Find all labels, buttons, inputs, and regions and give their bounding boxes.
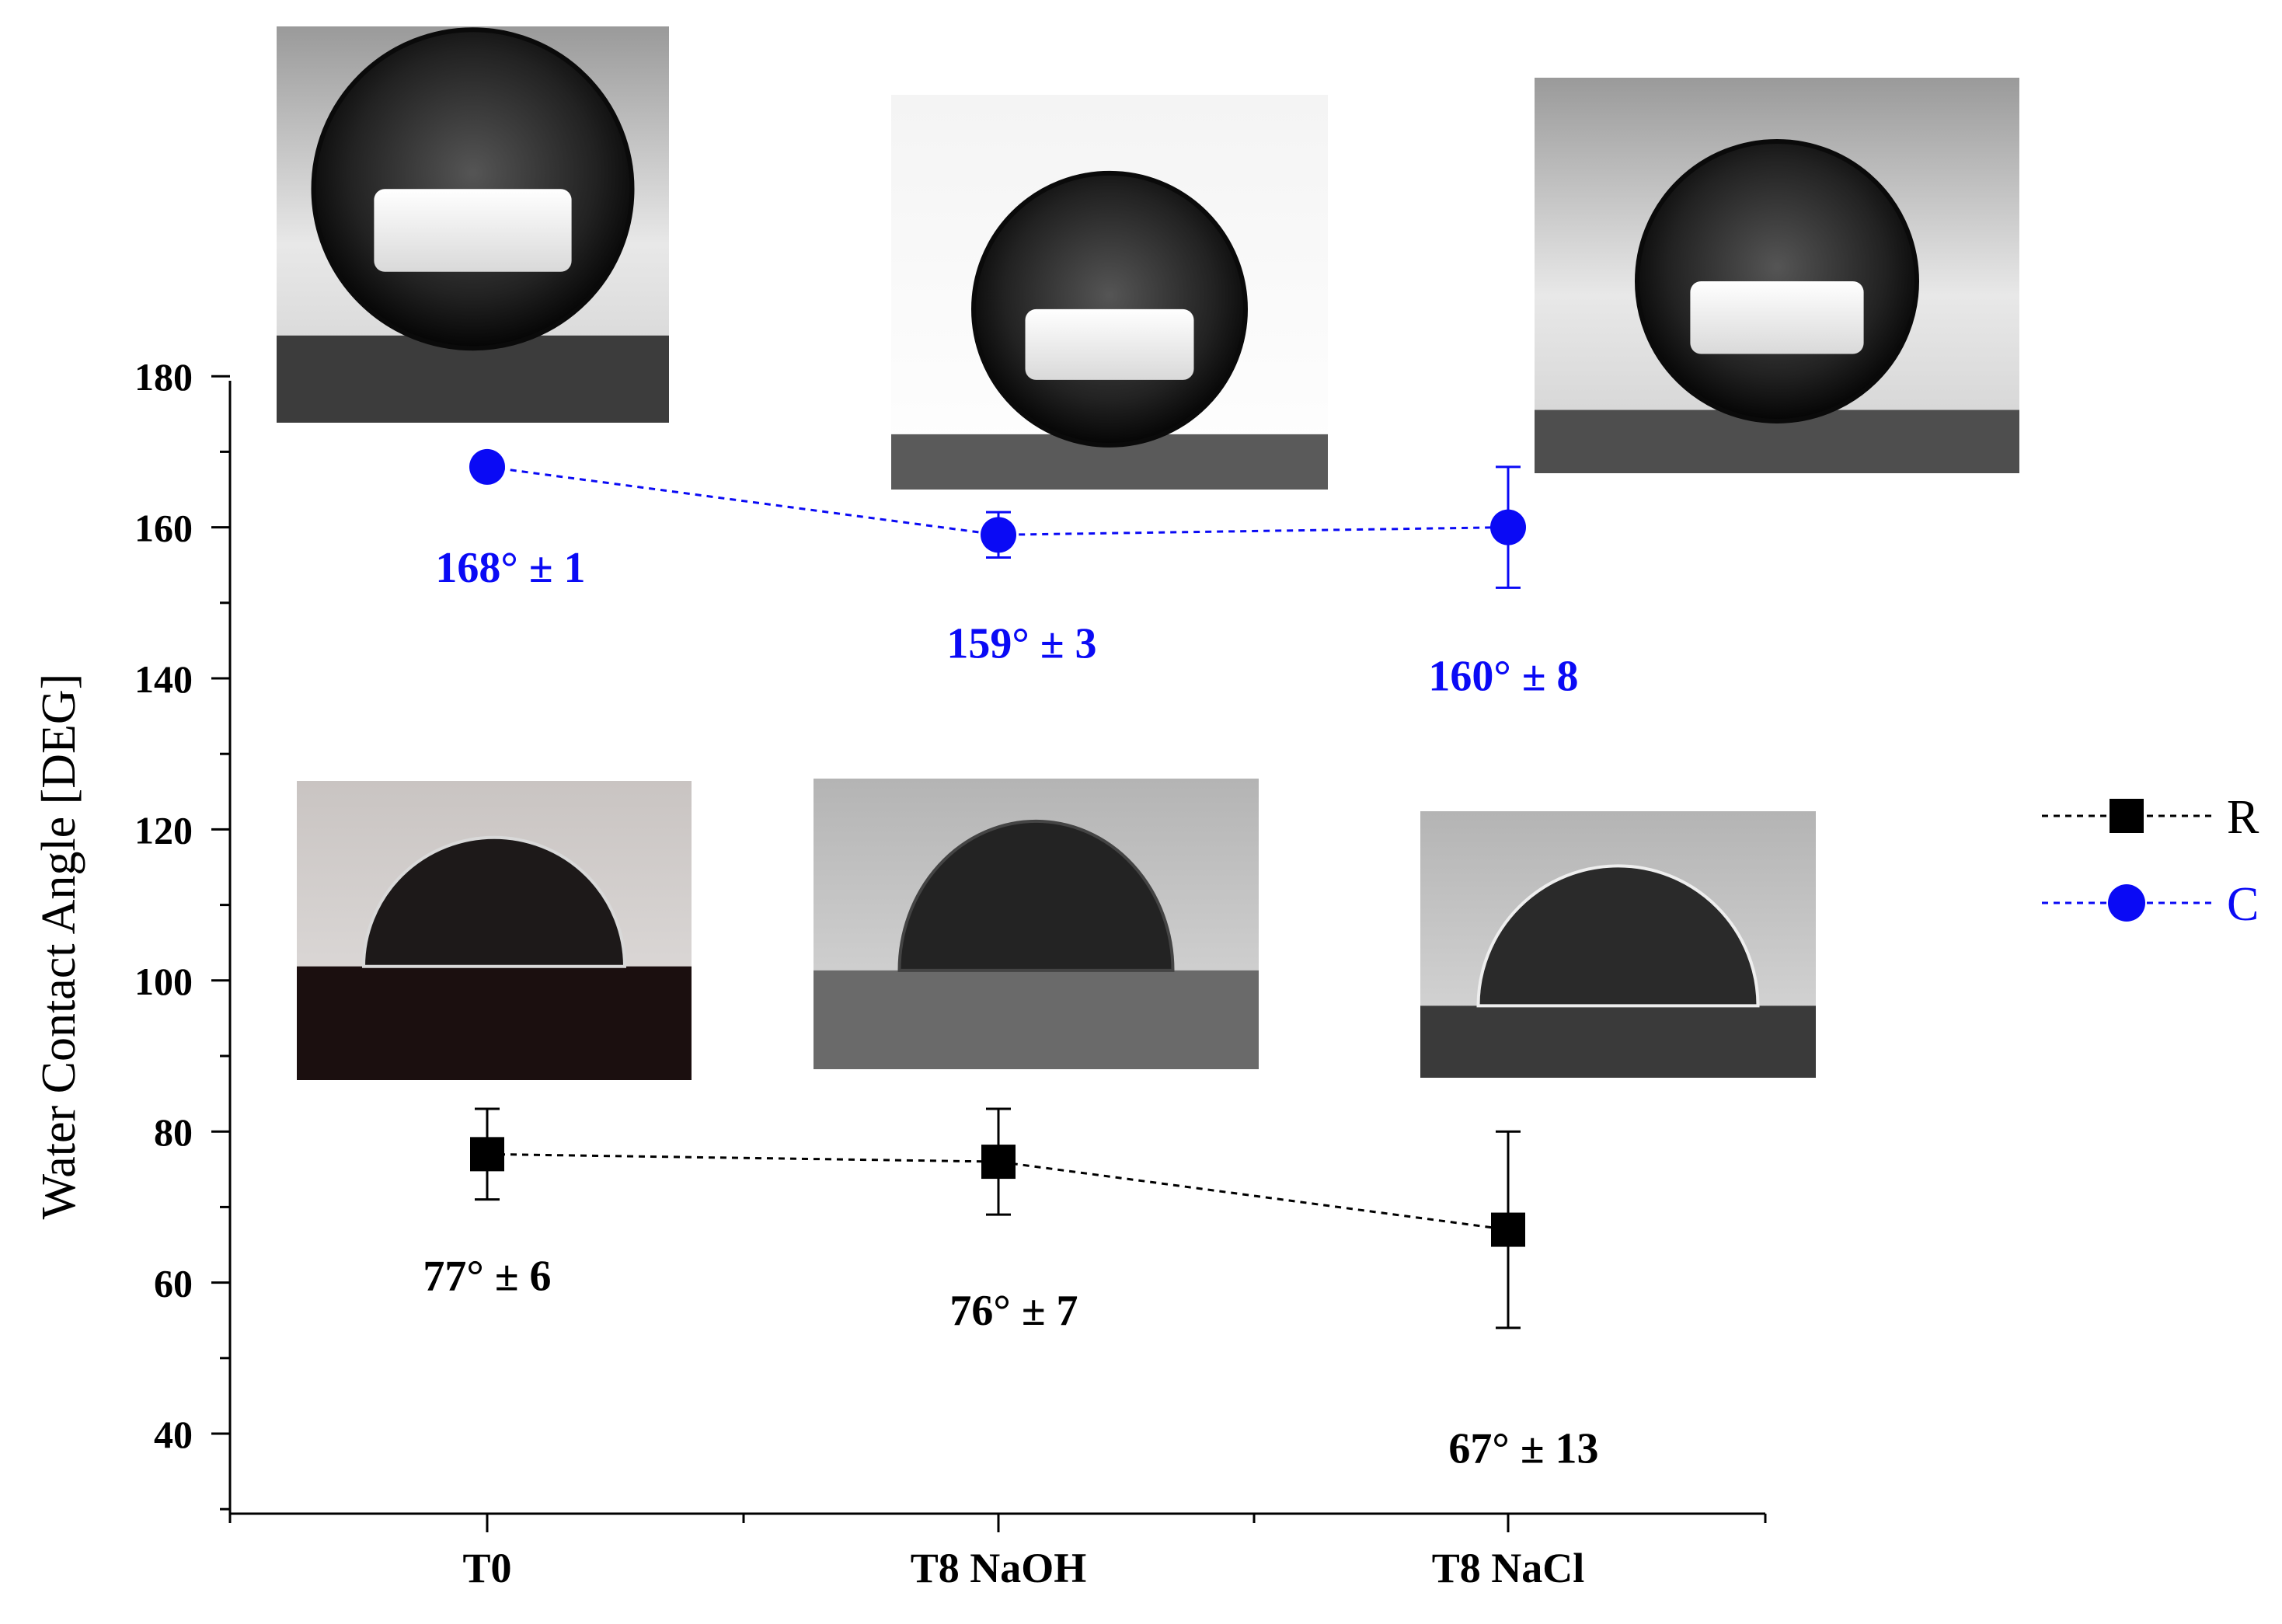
data-label: 77° ± 6 — [423, 1252, 551, 1300]
droplet-reflection — [1690, 281, 1864, 354]
x-tick-label: T8 NaCl — [1432, 1545, 1585, 1591]
data-point — [470, 1137, 504, 1172]
inset-r-t8-nacl — [1420, 811, 1816, 1078]
droplet-photo-insets — [277, 26, 2019, 1080]
legend-item-C: C — [2042, 878, 2259, 931]
y-tick-label: 60 — [154, 1262, 193, 1305]
y-tick-label: 40 — [154, 1413, 193, 1456]
data-point — [981, 517, 1016, 553]
y-tick-label: 140 — [134, 657, 193, 701]
series-line — [486, 1152, 1509, 1232]
inset-c-t8-nacl — [1535, 78, 2019, 473]
substrate — [1420, 1005, 1816, 1078]
data-point — [981, 1145, 1016, 1180]
y-tick-label: 180 — [134, 355, 193, 399]
y-axis-label: Water Contact Angle [DEG] — [33, 674, 85, 1220]
data-point — [1490, 509, 1526, 545]
legend-marker — [2108, 884, 2145, 922]
series-R: 77° ± 6 76° ± 7 67° ± 13 — [423, 1107, 1599, 1473]
substrate — [297, 966, 692, 1080]
droplet — [897, 819, 1175, 972]
droplet — [1476, 864, 1760, 1008]
legend-marker — [2110, 799, 2144, 833]
droplet — [361, 835, 627, 968]
data-label: 76° ± 7 — [949, 1287, 1078, 1335]
y-tick-label: 120 — [134, 808, 193, 852]
data-label: 168° ± 1 — [435, 544, 585, 592]
series-C: 168° ± 1 159° ± 3 160° ± 8 — [435, 448, 1579, 701]
x-tick-label: T0 — [462, 1545, 511, 1591]
legend-label: R — [2227, 791, 2259, 844]
y-tick-label: 80 — [154, 1110, 193, 1154]
legend-label: C — [2227, 878, 2259, 931]
legend-item-R: R — [2042, 791, 2259, 844]
axes: 40 60 80 100 120 140 160 180 T0 T8 NaOH T8 NaCl — [134, 355, 1767, 1591]
x-tick-label: T8 NaOH — [911, 1545, 1087, 1591]
inset-r-t8-naoh — [814, 779, 1259, 1069]
data-point — [1491, 1212, 1525, 1247]
droplet-reflection — [1025, 308, 1194, 380]
substrate — [814, 970, 1259, 1069]
droplet — [1635, 138, 1919, 423]
inset-r-t0 — [297, 781, 692, 1080]
data-point — [469, 448, 505, 485]
data-label: 160° ± 8 — [1428, 653, 1578, 701]
y-tick-label: 160 — [134, 507, 193, 550]
droplet-reflection — [374, 189, 572, 272]
data-label: 67° ± 13 — [1448, 1425, 1598, 1473]
inset-c-t0 — [277, 26, 669, 423]
data-label: 159° ± 3 — [946, 619, 1096, 667]
y-tick-label: 100 — [134, 960, 193, 1003]
legend: RC — [2042, 791, 2259, 931]
inset-c-t8-naoh — [891, 95, 1328, 490]
